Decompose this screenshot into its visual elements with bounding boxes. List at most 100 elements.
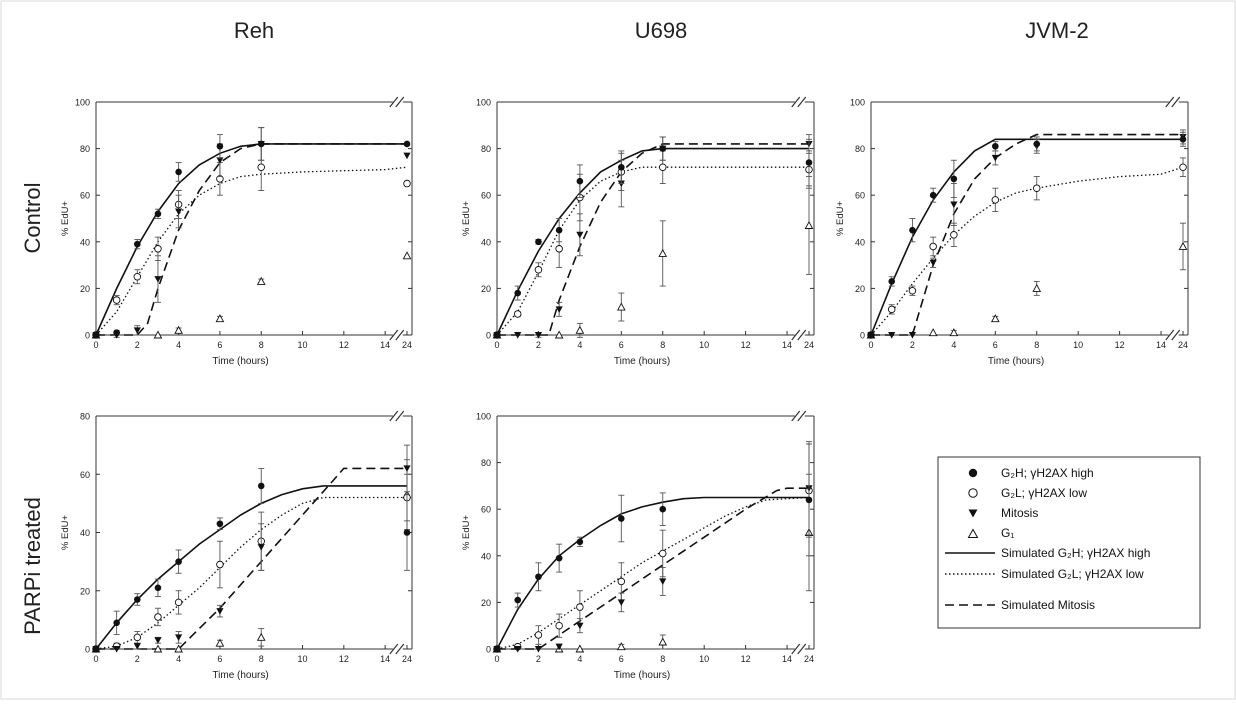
x-tick-label: 4 <box>577 340 582 350</box>
column-title-reh: Reh <box>234 18 274 43</box>
legend-label-g2l: G₂L; γH2AX low <box>1001 486 1087 500</box>
x-tick-label: 14 <box>782 340 792 350</box>
axis-break-mark <box>1165 329 1175 341</box>
point-g2l <box>658 549 667 558</box>
point-g2h <box>403 529 411 536</box>
legend: G₂H; γH2AX high G₂L; γH2AX low Mitosis G… <box>937 456 1201 629</box>
y-tick-label: 100 <box>75 98 90 108</box>
point-g1 <box>1032 283 1042 292</box>
x-axis-label: Time (hours) <box>614 670 670 681</box>
point-g2l <box>112 296 121 304</box>
x-tick-label: 8 <box>660 340 665 350</box>
x-tick-label: 10 <box>298 340 308 350</box>
x-tick-label: 0 <box>494 340 499 350</box>
axis-break-mark <box>791 643 801 655</box>
point-g2l <box>658 163 667 171</box>
point-g2h <box>257 482 265 490</box>
point-g1 <box>658 637 668 646</box>
point-g1 <box>256 276 266 285</box>
point-g2h <box>888 278 896 285</box>
axis-break-mark <box>791 96 801 108</box>
point-mitosis <box>175 208 183 216</box>
x-tick-label: 14 <box>1156 340 1166 350</box>
legend-box <box>937 456 1201 629</box>
point-g2h <box>134 596 141 603</box>
point-g2h <box>514 596 522 604</box>
point-g2h <box>909 226 916 234</box>
axis-break-mark <box>1165 96 1175 108</box>
legend-label-mitosis-sim: Simulated Mitosis <box>1001 598 1095 612</box>
axis-break-mark <box>395 410 405 422</box>
legend-marker-g2h <box>968 468 978 478</box>
point-g2h <box>1179 135 1187 143</box>
point-g2l <box>555 621 563 630</box>
point-g2h <box>154 210 162 218</box>
series-line-g2h-sim <box>870 138 1183 336</box>
point-mitosis <box>659 578 667 586</box>
point-mitosis <box>514 332 522 339</box>
y-tick-label: 60 <box>855 191 865 201</box>
series-line-g2l-sim <box>496 166 809 336</box>
point-g1 <box>215 314 225 323</box>
point-mitosis <box>617 599 625 606</box>
point-mitosis <box>534 646 543 653</box>
x-tick-label: 24 <box>804 340 814 350</box>
point-g2l <box>216 560 224 569</box>
x-tick-label: 14 <box>380 654 390 664</box>
legend-label-g1: G₁ <box>1001 526 1014 540</box>
point-g2h <box>403 140 411 148</box>
legend-marker-mitosis <box>968 509 978 518</box>
axis-break-mark <box>389 96 399 108</box>
axis-break-mark <box>797 96 807 108</box>
point-g2h <box>113 329 120 336</box>
x-tick-label: 24 <box>1178 340 1188 350</box>
point-g2l <box>513 310 522 318</box>
y-tick-label: 40 <box>855 237 865 247</box>
y-tick-label: 20 <box>80 586 90 596</box>
point-g2l <box>1179 163 1187 171</box>
y-tick-label: 80 <box>80 412 90 422</box>
point-g2h <box>659 505 667 513</box>
point-mitosis <box>576 622 584 630</box>
x-tick-label: 8 <box>259 654 264 664</box>
y-tick-label: 40 <box>80 528 90 538</box>
legend-label-mitosis: Mitosis <box>1001 506 1038 520</box>
x-tick-label: 2 <box>910 340 915 350</box>
point-mitosis <box>154 637 162 644</box>
point-mitosis <box>113 646 121 653</box>
y-tick-label: 0 <box>860 331 865 341</box>
x-axis-label: Time (hours) <box>212 356 268 367</box>
point-g2h <box>618 163 625 171</box>
x-tick-label: 14 <box>380 340 390 350</box>
series-line-g2l-sim <box>95 496 407 650</box>
point-mitosis <box>175 634 183 641</box>
point-g2l <box>1032 184 1041 192</box>
y-tick-label: 80 <box>80 144 90 154</box>
point-mitosis <box>888 332 896 339</box>
point-g2h <box>92 645 100 653</box>
point-g2l <box>174 598 183 607</box>
y-axis-label: % EdU+ <box>60 200 71 236</box>
series-line-g2h-sim <box>496 496 809 650</box>
y-tick-label: 100 <box>476 98 491 108</box>
x-tick-label: 10 <box>298 654 308 664</box>
point-g2l <box>133 633 142 642</box>
axis-break-mark <box>395 96 405 108</box>
point-g2h <box>950 175 958 183</box>
x-tick-label: 2 <box>135 654 140 664</box>
point-g2h <box>535 238 542 246</box>
legend-label-g2h: G₂H; γH2AX high <box>1001 466 1094 480</box>
y-tick-label: 20 <box>481 284 491 294</box>
series-line-mitosis-sim <box>497 487 809 650</box>
point-g1 <box>174 644 183 653</box>
x-tick-label: 24 <box>804 654 814 664</box>
point-g2l <box>950 231 958 239</box>
point-g1 <box>256 632 266 641</box>
point-g2h <box>1033 140 1041 148</box>
y-tick-label: 40 <box>80 237 90 247</box>
y-axis-label: % EdU+ <box>461 200 472 236</box>
point-g2h <box>555 226 563 234</box>
point-mitosis <box>403 465 411 473</box>
y-axis-label: % EdU+ <box>835 200 846 236</box>
